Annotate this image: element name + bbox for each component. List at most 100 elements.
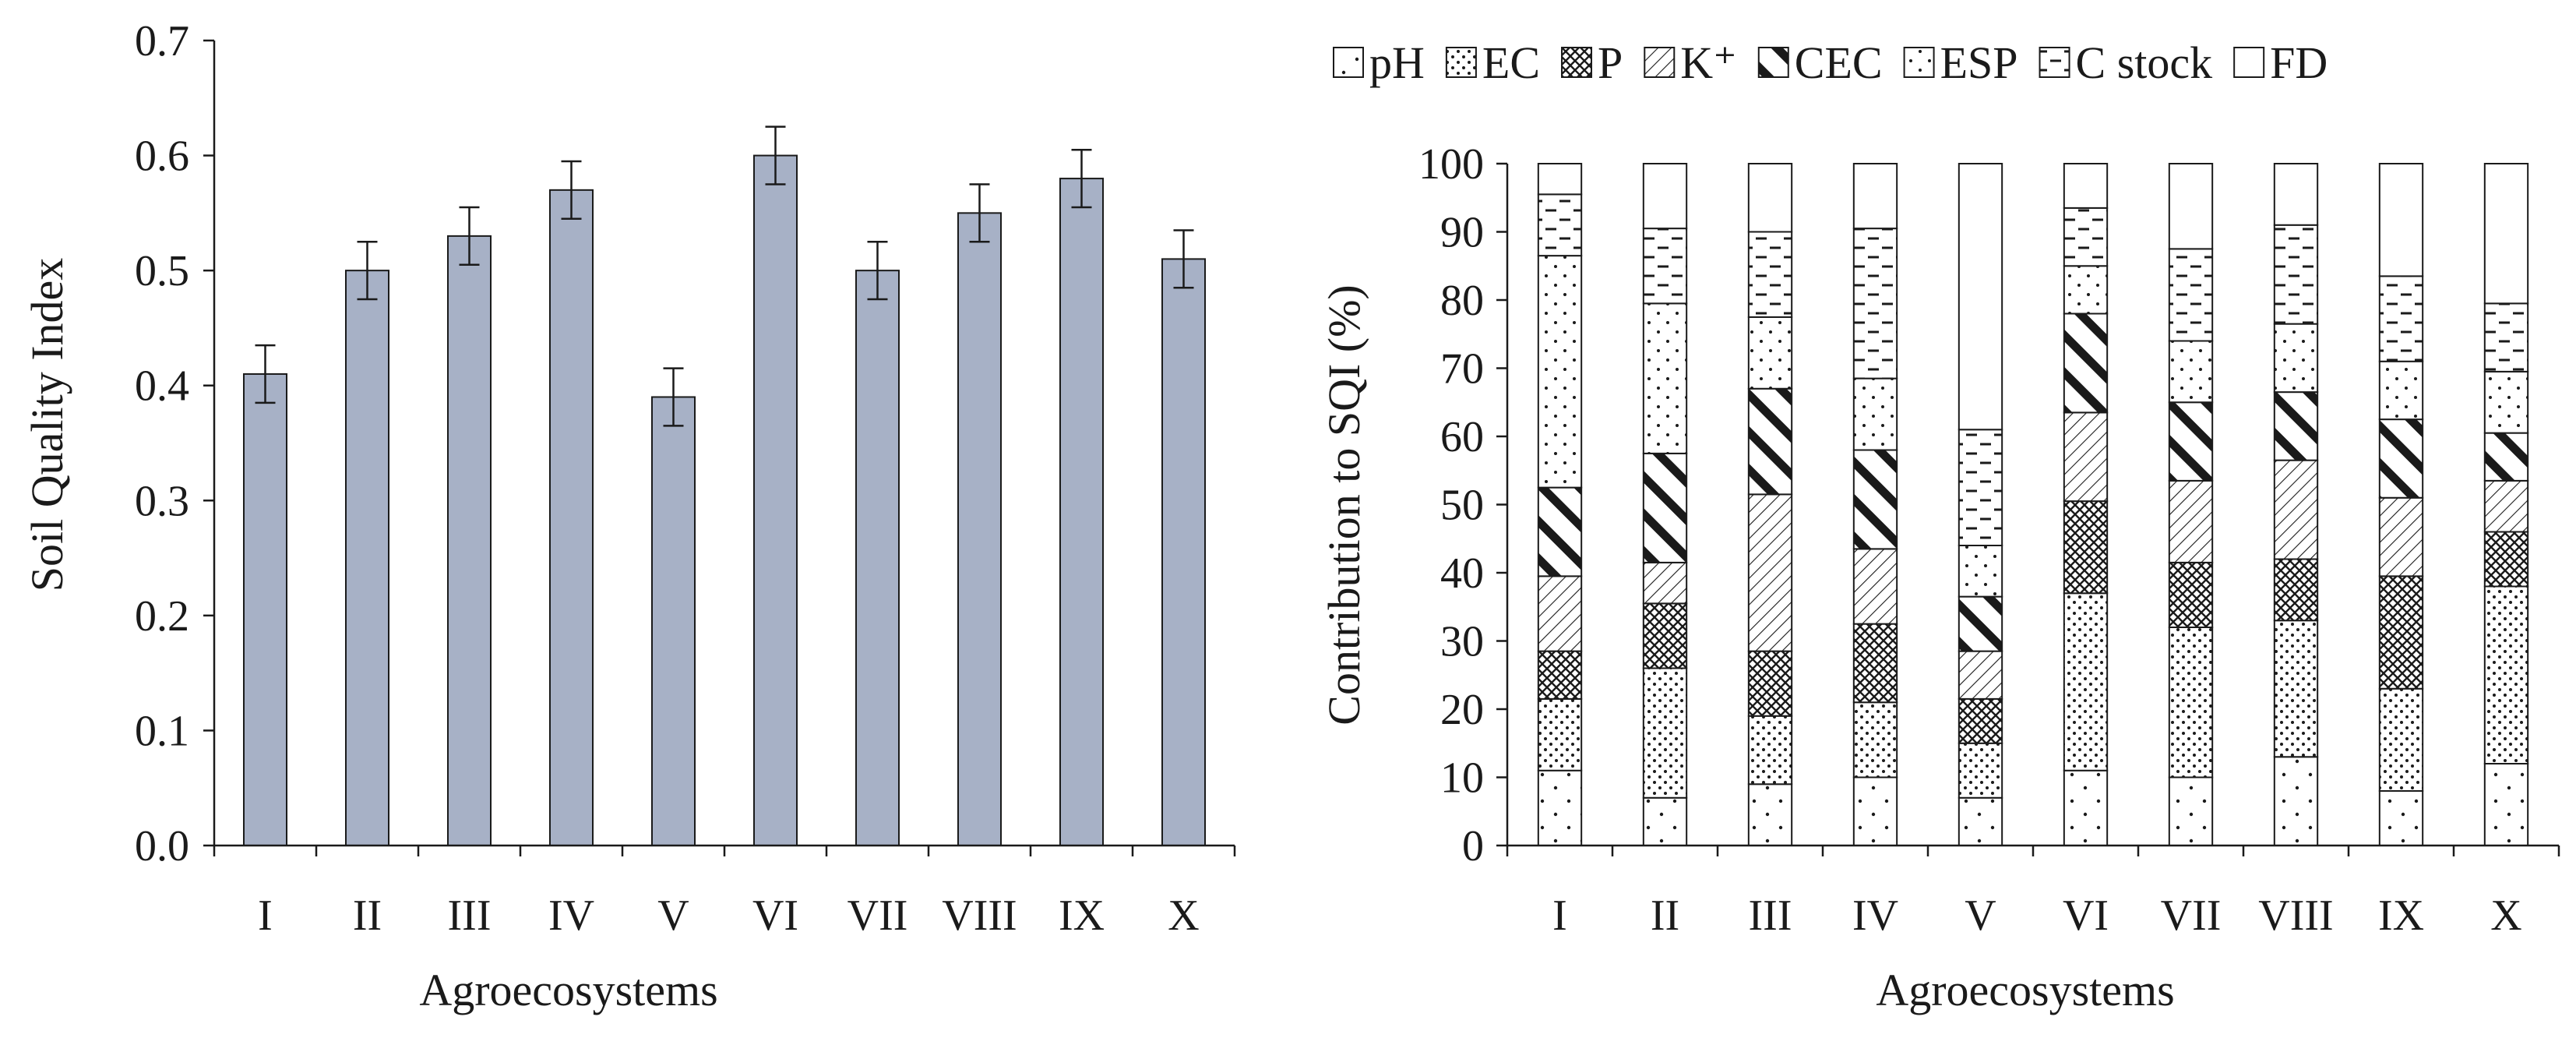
- x-tick-label: VI: [752, 891, 798, 940]
- y-tick-label: 100: [1418, 140, 1484, 189]
- stacked-segment: [2063, 411, 2109, 503]
- stacked-segment: [2378, 360, 2424, 421]
- stacked-segment: [1958, 742, 2003, 799]
- stacked-segment: [2378, 418, 2424, 499]
- stacked-segment: [1852, 701, 1898, 778]
- y-tick-label: 0.7: [135, 17, 189, 65]
- stacked-segment: [1747, 163, 1793, 233]
- stacked-segment: [2063, 265, 2109, 315]
- stacked-segment: [2483, 479, 2529, 533]
- stacked-segment: [1747, 231, 1793, 318]
- y-tick-label: 20: [1440, 686, 1484, 734]
- y-tick-label: 0.0: [135, 822, 189, 870]
- legend-swatch: [1445, 47, 1477, 78]
- legend-swatch: [1561, 47, 1593, 78]
- stacked-segment: [2168, 401, 2214, 482]
- chart1-x-axis-title: Agroecosystems: [419, 965, 717, 1015]
- stacked-segment: [1852, 163, 1898, 230]
- y-tick-label: 0.6: [135, 132, 189, 181]
- y-tick-label: 80: [1440, 277, 1484, 325]
- stacked-segment: [1642, 302, 1688, 454]
- stacked-segment: [2063, 207, 2109, 267]
- chart1-y-axis-title: Soil Quality Index: [22, 258, 72, 592]
- stacked-segment: [2273, 459, 2319, 560]
- y-tick-label: 0.1: [135, 707, 189, 755]
- sqi-bar: [957, 212, 1003, 847]
- legend-label: P: [1598, 37, 1623, 88]
- stacked-segment: [2378, 275, 2424, 362]
- stacked-segment: [2063, 312, 2109, 414]
- stacked-segment: [2063, 769, 2109, 846]
- stacked-segment: [2168, 479, 2214, 563]
- x-tick-label: I: [258, 891, 273, 940]
- y-tick-label: 30: [1440, 618, 1484, 666]
- stacked-segment: [2378, 790, 2424, 846]
- chart2-y-axis-title: Contribution to SQI (%): [1319, 284, 1369, 725]
- stacked-segment: [2273, 558, 2319, 622]
- stacked-segment: [1852, 548, 1898, 625]
- stacked-segment: [1852, 776, 1898, 846]
- x-tick-label: II: [1651, 891, 1679, 940]
- stacked-segment: [2273, 756, 2319, 846]
- stacked-segment: [2273, 224, 2319, 325]
- x-tick-label: IX: [2378, 891, 2424, 940]
- stacked-segment: [2483, 370, 2529, 434]
- stacked-segment: [2273, 391, 2319, 461]
- stacked-segment: [2168, 776, 2214, 846]
- x-tick-label: I: [1552, 891, 1567, 940]
- legend-label: EC: [1482, 37, 1540, 88]
- stacked-segment: [2378, 163, 2424, 277]
- x-tick-label: VI: [2063, 891, 2109, 940]
- x-tick-label: V: [1965, 891, 1996, 940]
- x-tick-label: IX: [1059, 891, 1105, 940]
- stacked-segment: [1642, 667, 1688, 799]
- stacked-segment: [2273, 620, 2319, 758]
- stacked-segment: [2378, 496, 2424, 577]
- stacked-segment: [1958, 796, 2003, 846]
- stacked-segment: [2168, 561, 2214, 628]
- x-tick-label: VIII: [942, 891, 1017, 940]
- stacked-segment: [1642, 561, 1688, 605]
- stacked-segment: [2483, 763, 2529, 846]
- soil-quality-index-chart: I II III IV V VI VII VIII IX X0.00.10.20.30.40.50…: [22, 17, 1236, 1015]
- stacked-segment: [2273, 163, 2319, 226]
- legend-swatch: [1333, 47, 1364, 78]
- stacked-segment: [2378, 687, 2424, 792]
- y-tick-label: 60: [1440, 413, 1484, 461]
- stacked-segment: [2378, 575, 2424, 690]
- stacked-segment: [2483, 432, 2529, 482]
- y-tick-label: 10: [1440, 754, 1484, 803]
- stacked-segment: [1537, 255, 1583, 489]
- legend-label: pH: [1369, 37, 1425, 88]
- sqi-bar: [1161, 258, 1207, 846]
- sqi-bar: [446, 235, 492, 847]
- stacked-segment: [1642, 796, 1688, 846]
- y-tick-label: 0.2: [135, 592, 189, 641]
- stacked-segment: [1642, 452, 1688, 563]
- stacked-segment: [1852, 623, 1898, 704]
- stacked-segment: [1537, 769, 1583, 846]
- stacked-segment: [1747, 316, 1793, 390]
- stacked-segment: [2168, 340, 2214, 404]
- sqi-bar: [242, 372, 288, 846]
- stacked-segment: [1537, 575, 1583, 652]
- stacked-segment: [2483, 585, 2529, 764]
- stacked-segment: [2063, 592, 2109, 771]
- y-tick-label: 40: [1440, 549, 1484, 598]
- stacked-segment: [1852, 228, 1898, 380]
- stacked-segment: [2168, 248, 2214, 342]
- stacked-segment: [2483, 302, 2529, 372]
- chart2-x-axis-title: Agroecosystems: [1876, 965, 2174, 1015]
- y-tick-label: 0: [1462, 822, 1484, 870]
- stacked-segment: [2063, 500, 2109, 595]
- y-tick-label: 0.3: [135, 477, 189, 525]
- stacked-segment: [1852, 377, 1898, 451]
- stacked-segment: [1747, 387, 1793, 496]
- stacked-segment: [1642, 602, 1688, 669]
- sqi-bar: [344, 270, 390, 846]
- x-tick-label: VII: [2161, 891, 2222, 940]
- stacked-segment: [2483, 531, 2529, 588]
- stacked-segment: [1747, 783, 1793, 846]
- stacked-segment: [2168, 163, 2214, 250]
